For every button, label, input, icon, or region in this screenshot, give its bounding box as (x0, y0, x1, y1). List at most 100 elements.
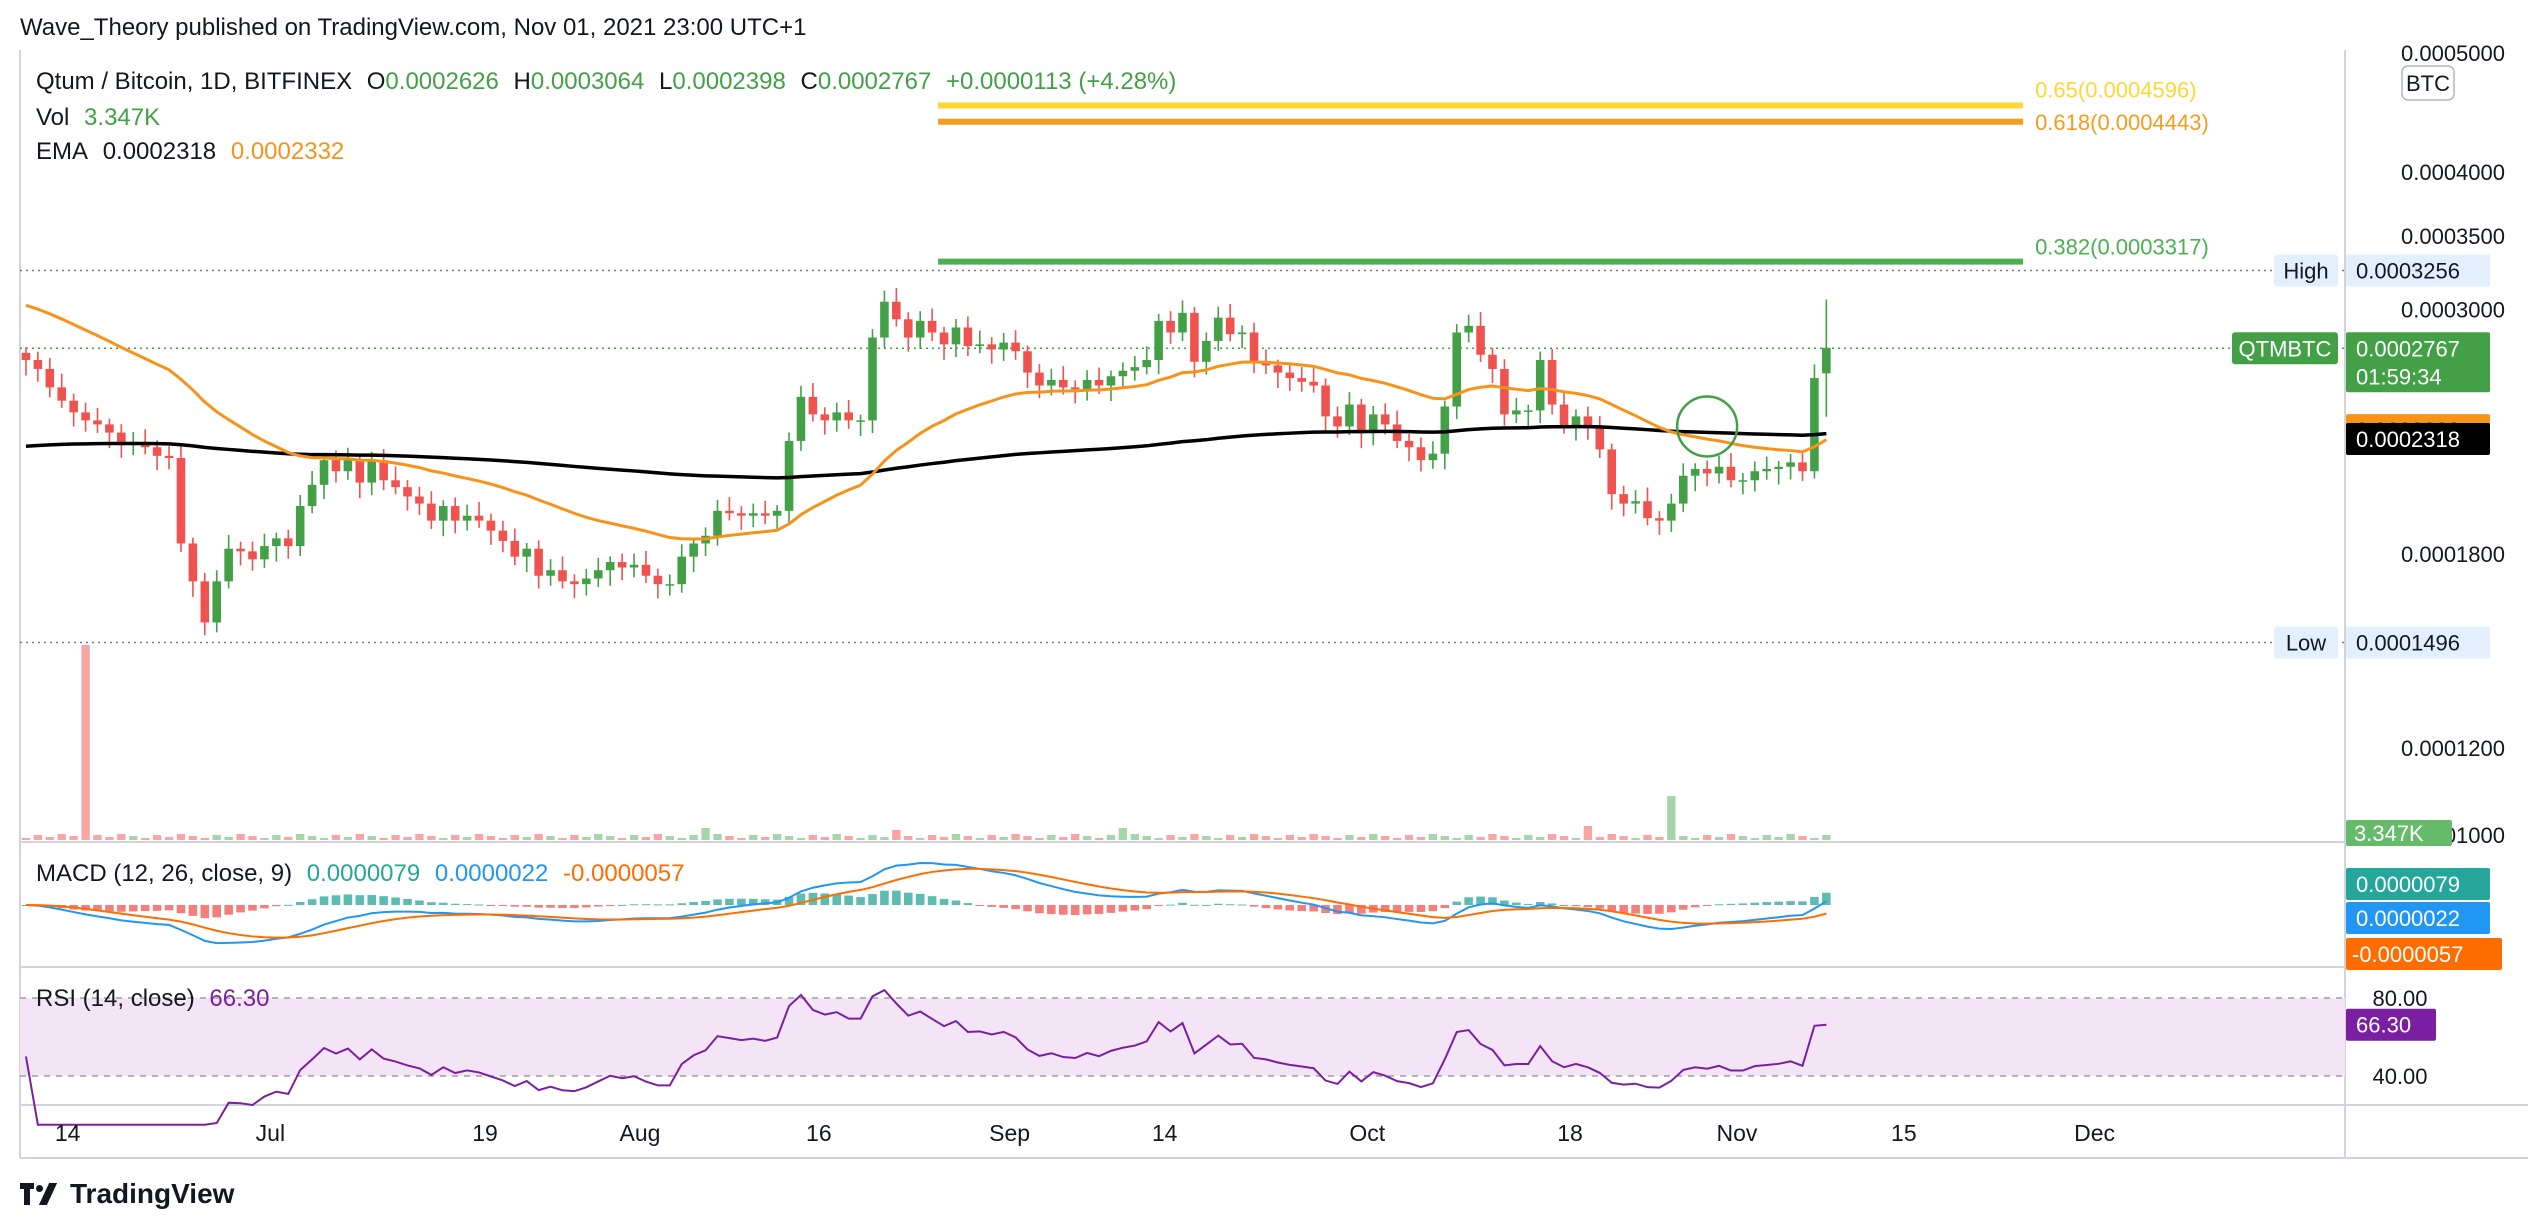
volume-bar (45, 837, 54, 840)
macd-histogram-bar (1213, 903, 1223, 905)
candle-body (1321, 385, 1330, 417)
macd-histogram-bar (546, 905, 555, 908)
macd-histogram-bar (844, 895, 853, 905)
macd-signal-tag-bg (2346, 938, 2502, 970)
volume-tag-bg (2346, 820, 2452, 846)
candle-body (1726, 466, 1736, 481)
volume-label[interactable]: Vol (36, 104, 70, 131)
candle-body (33, 360, 43, 369)
rsi-label[interactable]: RSI (14, close) (36, 985, 195, 1012)
macd-histogram-bar (1190, 904, 1199, 906)
volume-bar (415, 834, 424, 840)
symbol-title[interactable]: Qtum / Bitcoin, 1D, BITFINEX (36, 68, 353, 95)
time-axis-tick: Dec (2074, 1120, 2115, 1146)
candle-body (1285, 372, 1295, 379)
volume-bar (916, 838, 925, 840)
candle-body (1202, 340, 1211, 362)
high-label: H (513, 68, 531, 95)
volume-bar (1023, 836, 1032, 840)
tradingview-logo-icon (20, 1183, 60, 1205)
volume-bar (927, 835, 937, 840)
macd-histogram-bar (236, 905, 245, 913)
candle-body (164, 455, 174, 459)
candle-body (1035, 372, 1044, 386)
volume-bar (784, 836, 794, 840)
volume-bar (1691, 838, 1700, 840)
symbol-tag: QTMBTC (2239, 336, 2332, 361)
macd-histogram-bar (1583, 905, 1593, 908)
volume-bar (1798, 836, 1807, 840)
volume-bar (1226, 835, 1235, 840)
macd-histogram-bar (152, 905, 162, 911)
volume-bar (1786, 834, 1795, 840)
volume-bar (1464, 835, 1473, 840)
volume-bar (1583, 826, 1593, 840)
candle-body (510, 540, 520, 557)
price-axis-tick: 0.0001800 (2401, 542, 2505, 567)
candle-body (1058, 379, 1068, 388)
price-axis-tick: 0.0004000 (2401, 160, 2505, 185)
candle-body (1547, 360, 1557, 405)
candle-body (975, 344, 985, 347)
candle-body (903, 319, 913, 338)
tradingview-brand: TradingView (70, 1178, 235, 1209)
candle-body (1094, 379, 1104, 386)
candle-body (152, 447, 162, 456)
macd-histogram-bar (868, 894, 877, 905)
high-price-tag: 0.0003256 (2356, 258, 2460, 283)
volume-bar (677, 838, 686, 840)
volume-bar (1750, 838, 1759, 840)
time-axis-tick: Oct (1349, 1120, 1385, 1146)
rsi-legend: RSI (14, close) 66.30 (36, 985, 277, 1013)
close-label: C (800, 68, 818, 95)
candle-body (57, 387, 67, 401)
axes: 0.00040000.00035000.00030000.00018000.00… (55, 41, 2505, 1146)
volume-bar (808, 835, 818, 840)
volume-bar (1106, 835, 1116, 840)
macd-histogram-bar (1762, 902, 1772, 905)
macd-histogram-bar (1702, 905, 1712, 906)
volume-bar (725, 836, 734, 840)
change-value: +0.0000113 (+4.28%) (945, 68, 1177, 95)
volume-bar (1273, 838, 1283, 840)
volume-bar (796, 838, 806, 840)
macd-histogram-bar (319, 896, 329, 905)
publish-header: Wave_Theory published on TradingView.com… (20, 14, 807, 41)
candle-body (689, 543, 698, 557)
candle-body (1476, 325, 1485, 355)
volume-bar (1404, 835, 1414, 840)
price-axis-tick: 0.0003500 (2401, 224, 2505, 249)
macd-histogram-bar (1035, 905, 1044, 914)
macd-histogram-bar (140, 905, 150, 912)
macd-histogram-bar (1237, 904, 1247, 906)
ema-label[interactable]: EMA (36, 138, 89, 165)
macd-histogram-bar (1249, 905, 1259, 907)
candle-body (1714, 466, 1724, 474)
candle-body (1488, 354, 1497, 369)
candlesticks[interactable] (21, 287, 1831, 636)
candle-body (1631, 501, 1640, 504)
candle-body (1237, 332, 1247, 335)
macd-histogram-bar (1488, 897, 1497, 905)
candle-body (856, 420, 865, 422)
candle-body (1118, 370, 1128, 377)
macd-histogram-bar (1535, 902, 1545, 905)
volume-bar (653, 834, 663, 840)
candle-body (1583, 416, 1593, 429)
volume-bar (1547, 834, 1557, 840)
price-labels: 0.0003256 High 0.0001496 Low 0.0002767 01:59:… (2232, 254, 2502, 1041)
candle-body (415, 496, 424, 504)
volume-bar (498, 838, 508, 840)
macd-label[interactable]: MACD (12, 26, close, 9) (36, 860, 293, 887)
candle-body (188, 543, 198, 582)
volume-bar (1476, 837, 1485, 840)
candle-body (558, 570, 567, 582)
volume-bar (689, 835, 698, 840)
volume-bar (737, 838, 746, 840)
macd-histogram-bar (1559, 905, 1569, 906)
tradingview-footer[interactable]: TradingView (20, 1178, 234, 1210)
rsi-axis-tick: 40.00 (2372, 1064, 2427, 1089)
volume-bar (1011, 834, 1020, 840)
ema-slow-tag-bg (2346, 423, 2490, 456)
